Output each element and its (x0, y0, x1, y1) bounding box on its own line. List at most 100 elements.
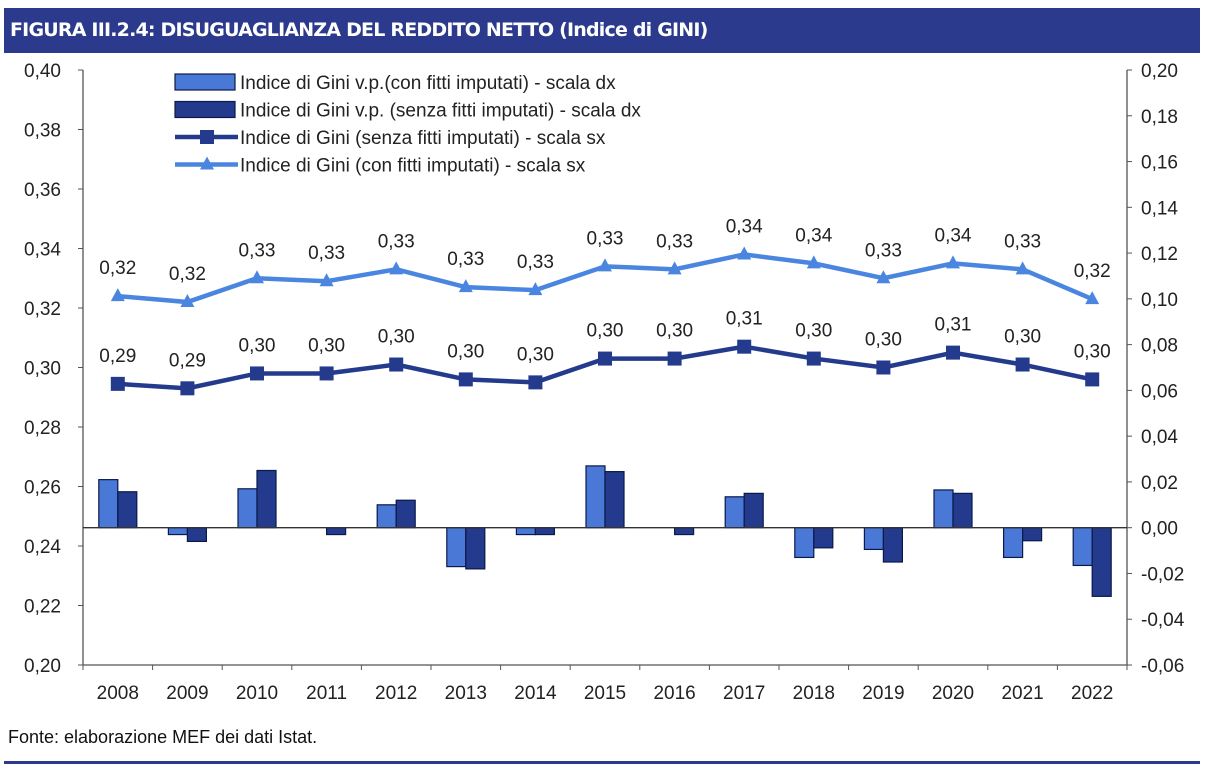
line-senza-fitti-marker (180, 381, 195, 396)
right-tick-label: 0,00 (1141, 519, 1178, 540)
left-tick-label: 0,38 (24, 121, 61, 142)
bar-con-fitti (1072, 527, 1093, 567)
line-con-fitti-data-label: 0,33 (308, 243, 345, 264)
bar-senza-fitti (186, 527, 207, 543)
line-senza-fitti-marker (528, 375, 543, 390)
line-senza-fitti-data-label: 0,30 (656, 321, 693, 342)
legend-marker (200, 130, 214, 144)
right-tick-label: 0,10 (1141, 290, 1178, 311)
legend-marker (200, 156, 214, 170)
bar-senza-fitti (465, 527, 486, 570)
line-con-fitti-data-label: 0,33 (1004, 231, 1041, 252)
bar-senza-fitti (256, 469, 277, 529)
bar-senza-fitti (952, 492, 973, 529)
line-senza-fitti-data-label: 0,30 (239, 335, 276, 356)
x-tick-label: 2019 (862, 683, 904, 704)
line-con-fitti-data-label: 0,33 (239, 240, 276, 261)
bar-con-fitti (515, 527, 537, 536)
right-tick-label: -0,06 (1141, 656, 1184, 677)
legend-label: Indice di Gini v.p. (senza fitti imputat… (240, 101, 641, 122)
line-senza-fitti-data-label: 0,30 (378, 327, 415, 348)
left-tick-label: 0,34 (24, 240, 61, 261)
line-con-fitti-data-label: 0,33 (378, 231, 415, 252)
line-con-fitti-data-label: 0,34 (726, 216, 763, 237)
line-senza-fitti-marker (1085, 372, 1100, 387)
line-senza-fitti-data-label: 0,30 (308, 335, 345, 356)
bar-senza-fitti (534, 527, 556, 536)
line-senza-fitti-data-label: 0,29 (99, 346, 136, 367)
right-tick-label: -0,04 (1141, 610, 1185, 631)
bar-con-fitti (724, 496, 745, 529)
left-tick-label: 0,32 (24, 299, 61, 320)
legend-label: Indice di Gini v.p.(con fitti imputati) … (240, 73, 616, 94)
x-tick-label: 2010 (236, 683, 278, 704)
x-tick-label: 2009 (166, 683, 208, 704)
line-con-fitti-marker (946, 255, 960, 269)
bar-senza-fitti (813, 527, 834, 549)
line-senza-fitti-marker (1015, 357, 1030, 372)
left-tick-label: 0,30 (24, 359, 61, 380)
legend-label: Indice di Gini (con fitti imputati) - sc… (240, 156, 586, 177)
x-tick-label: 2016 (653, 683, 695, 704)
line-con-fitti-marker (250, 270, 264, 284)
bar-con-fitti (863, 527, 885, 551)
x-tick-label: 2022 (1071, 683, 1113, 704)
bar-senza-fitti (743, 492, 764, 529)
line-con-fitti-data-label: 0,34 (795, 225, 832, 246)
legend-item: Indice di Gini v.p.(con fitti imputati) … (174, 73, 616, 94)
bottom-rule (4, 761, 1200, 764)
bar-senza-fitti (326, 527, 347, 536)
right-tick-label: 0,12 (1141, 244, 1178, 265)
figure-title: FIGURA III.2.4: DISUGUAGLIANZA DEL REDDI… (4, 8, 1200, 53)
x-tick-label: 2021 (1001, 683, 1043, 704)
legend-item: Indice di Gini (con fitti imputati) - sc… (175, 156, 586, 177)
right-tick-label: 0,18 (1141, 107, 1178, 128)
legend-swatch (174, 100, 236, 119)
x-tick-label: 2017 (723, 683, 765, 704)
line-con-fitti-marker (389, 261, 404, 275)
legend-label: Indice di Gini (senza fitti imputati) - … (240, 128, 606, 149)
line-con-fitti-data-label: 0,32 (99, 258, 136, 279)
legend-swatch (174, 73, 236, 91)
line-con-fitti-marker (667, 261, 682, 275)
line-senza-fitti-data-label: 0,29 (169, 350, 206, 371)
line-senza-fitti-data-label: 0,30 (587, 321, 624, 342)
right-tick-label: 0,08 (1141, 336, 1178, 357)
line-con-fitti-data-label: 0,34 (935, 225, 972, 246)
line-con-fitti-marker (1085, 291, 1100, 305)
line-con-fitti-marker (528, 282, 543, 296)
line-senza-fitti-marker (737, 339, 752, 354)
x-tick-label: 2011 (306, 683, 347, 704)
bar-con-fitti (585, 465, 606, 529)
line-senza-fitti-data-label: 0,30 (517, 344, 554, 365)
line-con-fitti-marker (180, 294, 195, 308)
x-tick-label: 2020 (932, 683, 974, 704)
right-tick-label: 0,04 (1141, 427, 1178, 448)
line-senza-fitti-data-label: 0,31 (726, 309, 763, 330)
line-con-fitti-marker (458, 279, 473, 293)
bar-senza-fitti (882, 527, 904, 563)
line-con-fitti-marker (598, 258, 612, 272)
x-tick-label: 2018 (793, 683, 835, 704)
line-senza-fitti-marker (250, 366, 264, 381)
bar-con-fitti (933, 489, 954, 529)
bar-senza-fitti (604, 471, 625, 529)
line-con-fitti-marker (1015, 261, 1030, 275)
bar-con-fitti (794, 527, 815, 559)
right-tick-label: 0,02 (1141, 473, 1178, 494)
line-senza-fitti-data-label: 0,30 (795, 321, 832, 342)
bar-con-fitti (98, 479, 119, 529)
line-senza-fitti-marker (110, 376, 125, 391)
line-senza-fitti-marker (946, 345, 960, 360)
bar-senza-fitti (673, 527, 695, 536)
x-tick-label: 2014 (514, 683, 557, 704)
left-tick-label: 0,26 (24, 478, 61, 499)
line-senza-fitti-marker (458, 372, 473, 387)
line-con-fitti-data-label: 0,33 (517, 252, 554, 273)
bar-senza-fitti (1021, 527, 1043, 542)
x-tick-label: 2015 (584, 683, 626, 704)
source-note: Fonte: elaborazione MEF dei dati Istat. (8, 727, 318, 747)
line-senza-fitti-data-label: 0,31 (935, 315, 972, 336)
line-senza-fitti-marker (876, 360, 891, 375)
x-tick-label: 2013 (445, 683, 487, 704)
